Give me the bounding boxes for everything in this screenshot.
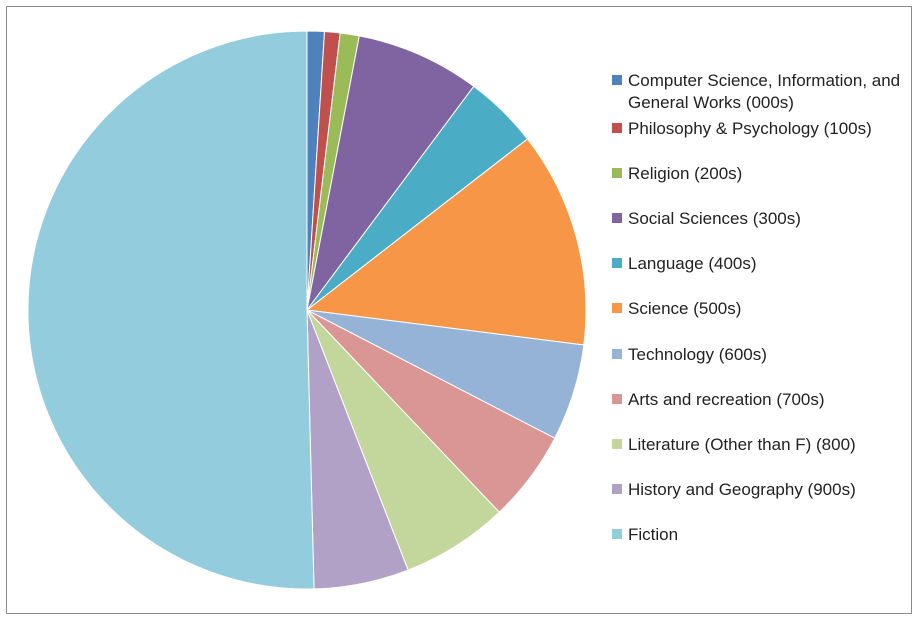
legend-label: Fiction (628, 525, 679, 544)
legend-label: Social Sciences (300s) (628, 209, 801, 228)
legend-swatch (612, 484, 622, 494)
legend-label: Language (400s) (628, 254, 757, 273)
legend-item: Language (400s) (612, 253, 908, 275)
legend-swatch (612, 213, 622, 223)
legend-item: Literature (Other than F) (800) (612, 434, 908, 456)
legend-item: Philosophy & Psychology (100s) (612, 118, 908, 140)
legend-item: Science (500s) (612, 298, 908, 320)
legend-swatch (612, 303, 622, 313)
legend-item: Computer Science, Information, and Gener… (612, 70, 908, 114)
legend-label: Technology (600s) (628, 345, 767, 364)
legend-swatch (612, 349, 622, 359)
legend-swatch (612, 123, 622, 133)
legend-item: Social Sciences (300s) (612, 208, 908, 230)
legend-swatch (612, 394, 622, 404)
legend-swatch (612, 75, 622, 85)
legend-label: Literature (Other than F) (800) (628, 435, 856, 454)
legend-item: Arts and recreation (700s) (612, 389, 908, 411)
legend-label: Arts and recreation (700s) (628, 390, 825, 409)
legend-swatch (612, 258, 622, 268)
legend-label: Philosophy & Psychology (100s) (628, 119, 872, 138)
legend-swatch (612, 439, 622, 449)
legend-label: Science (500s) (628, 299, 742, 318)
legend-label: Religion (200s) (628, 164, 743, 183)
legend-label: History and Geography (900s) (628, 480, 856, 499)
legend-item: Technology (600s) (612, 344, 908, 366)
pie-slice-3 (306, 35, 475, 311)
legend-item: Religion (200s) (612, 163, 908, 185)
pie-slice-10 (27, 30, 315, 590)
legend-item: History and Geography (900s) (612, 479, 908, 501)
legend-item: Fiction (612, 524, 908, 546)
pie-slice-5 (305, 138, 587, 346)
legend-swatch (612, 529, 622, 539)
legend-swatch (612, 168, 622, 178)
legend-label: Computer Science, Information, and Gener… (628, 71, 901, 112)
